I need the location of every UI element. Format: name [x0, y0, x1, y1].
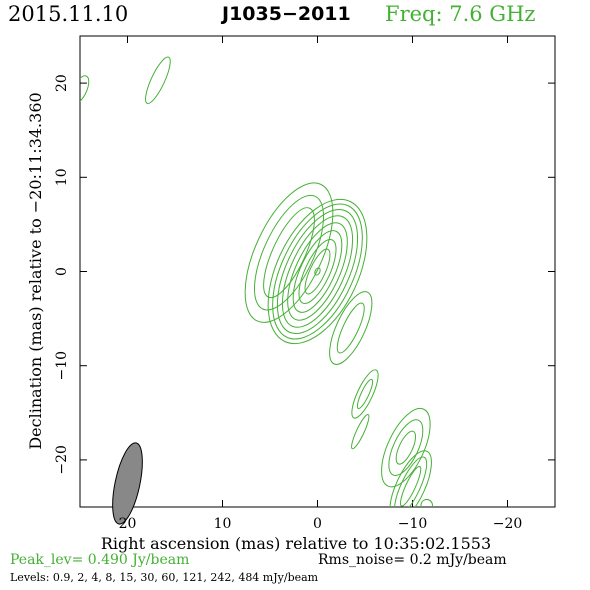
contour-levels-text: Levels: 0.9, 2, 4, 8, 15, 30, 60, 121, 2… [10, 571, 319, 584]
contour-line [267, 198, 368, 345]
beam-shape [112, 442, 143, 525]
contour-line [314, 267, 321, 276]
rms-noise-text: Rms_noise= 0.2 mJy/beam [318, 552, 507, 568]
contour-line [389, 450, 432, 507]
frequency-label: Freq: 7.6 GHz [385, 2, 536, 26]
contour-line [244, 182, 334, 323]
axis-ticks [80, 36, 555, 507]
contour-line [263, 207, 315, 299]
contour-line [292, 230, 343, 313]
contour-line [329, 291, 373, 365]
observation-date: 2015.11.10 [8, 2, 129, 26]
x-tick-label: 20 [119, 516, 137, 532]
contour-line [351, 413, 370, 450]
contour-line [272, 203, 363, 340]
contour-line [298, 238, 337, 305]
contour-line [356, 378, 374, 410]
x-axis-label: Right ascension (mas) relative to 10:35:… [101, 534, 491, 553]
y-axis-label: Declination (mas) relative to −20:11:34.… [26, 92, 45, 449]
y-tick-label: −10 [54, 351, 70, 381]
x-tick-label: −10 [398, 516, 428, 532]
x-tick-label: 10 [214, 516, 232, 532]
contour-line [395, 430, 417, 465]
contour-line [351, 369, 379, 419]
y-tick-label: 20 [54, 74, 70, 92]
contour-line [276, 208, 359, 335]
contour-line [253, 194, 325, 311]
contour-line [394, 456, 428, 507]
beam-ellipse [112, 442, 143, 525]
contour-line [287, 222, 348, 321]
contour-line [336, 302, 365, 354]
contour-line [381, 407, 431, 488]
x-tick-label: 0 [313, 516, 322, 532]
contour-line [281, 215, 354, 328]
contour-line [80, 75, 90, 105]
contour-line [304, 248, 331, 295]
contour-line [388, 419, 424, 476]
x-tick-label: −20 [493, 516, 523, 532]
contour-line [420, 498, 433, 507]
peak-level-text: Peak_lev= 0.490 Jy/beam [10, 552, 190, 568]
contour-line [399, 466, 422, 507]
y-tick-label: −20 [54, 445, 70, 475]
y-tick-label: 0 [54, 267, 70, 276]
plot-frame [79, 35, 556, 508]
y-tick-label: 10 [54, 168, 70, 186]
source-name: J1035−2011 [222, 3, 351, 25]
contour-lines [80, 56, 433, 507]
x-tick-labels: 20 10 0 −10 −20 [119, 516, 523, 532]
y-tick-labels: 20 10 0 −10 −20 [54, 74, 70, 474]
contour-line [145, 56, 171, 104]
